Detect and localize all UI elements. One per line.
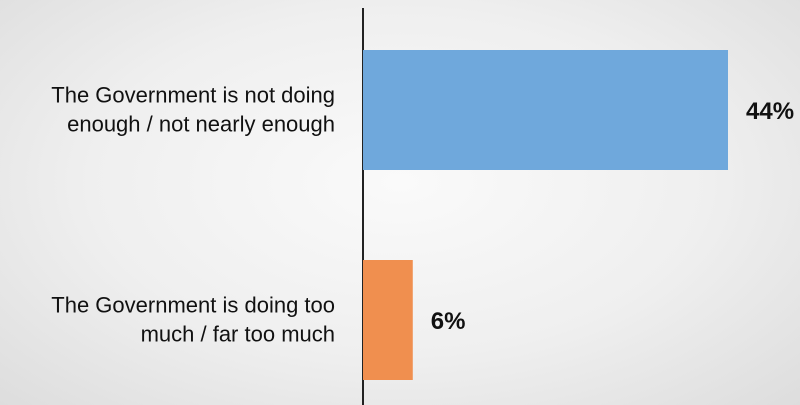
category-label-2-line-1: The Government is doing too (51, 293, 335, 318)
bar-2 (363, 260, 413, 380)
bar-1 (363, 50, 728, 170)
value-label-1: 44% (746, 98, 794, 125)
category-label-1-line-2: enough / not nearly enough (67, 112, 335, 137)
category-label-2-line-2: much / far too much (141, 322, 335, 347)
value-label-2: 6% (431, 308, 466, 335)
chart-marks: 44% The Government is not doing enough / n… (51, 50, 794, 380)
category-label-1-line-1: The Government is not doing (51, 83, 335, 108)
